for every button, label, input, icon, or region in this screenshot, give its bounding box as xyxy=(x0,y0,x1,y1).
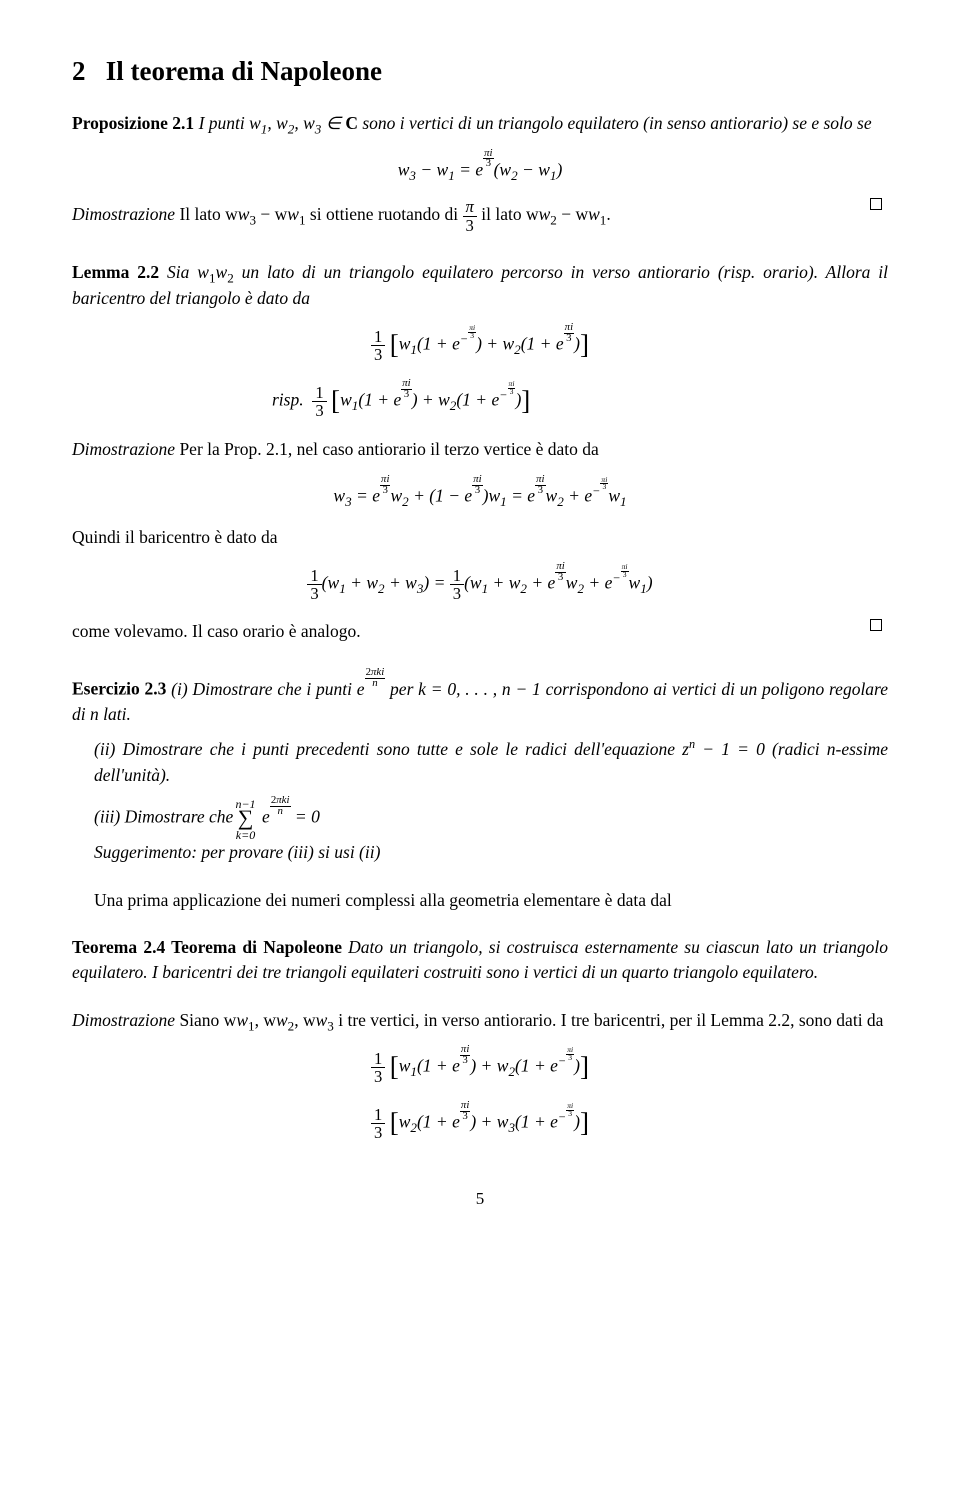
prop21-equation: w3 − w1 = eπi3(w2 − w1) xyxy=(72,151,888,183)
page-number: 5 xyxy=(72,1187,888,1212)
teorema24-proof: Dimostrazione Siano ww1, ww2, ww3 i tre … xyxy=(72,1008,888,1033)
qed-icon xyxy=(870,198,882,210)
section-heading: 2 Il teorema di Napoleone xyxy=(72,52,888,91)
esercizio-23-iii: (iii) Dimostrare che n−1∑k=0 e2πkin = 0 xyxy=(94,798,888,830)
prop-label: Proposizione 2.1 xyxy=(72,113,194,133)
section-number: 2 xyxy=(72,56,86,86)
lemma-label: Lemma 2.2 xyxy=(72,262,159,282)
proof-label: Dimostrazione xyxy=(72,204,175,224)
section-title: Il teorema di Napoleone xyxy=(106,56,382,86)
bridge-text: Una prima applicazione dei numeri comple… xyxy=(94,888,888,913)
prop21-proof: Dimostrazione Il lato ww3 − ww1 si ottie… xyxy=(72,198,888,234)
esercizio-23-ii: (ii) Dimostrare che i punti precedenti s… xyxy=(94,737,888,788)
esercizio-23-sugg: Suggerimento: per provare (iii) si usi (… xyxy=(94,840,888,865)
teorema-label: Teorema 2.4 Teorema di Napoleone xyxy=(72,937,342,957)
qed-icon xyxy=(870,619,882,631)
esercizio-label: Esercizio 2.3 xyxy=(72,679,166,699)
lemma22-expr1: 13 [w1(1 + e−πi3) + w2(1 + eπi3)] xyxy=(72,325,888,365)
lemma-22: Lemma 2.2 Sia w1w2 un lato di un triango… xyxy=(72,260,888,311)
teorema-24: Teorema 2.4 Teorema di Napoleone Dato un… xyxy=(72,935,888,986)
teorema24-bary2: 13 [w2(1 + eπi3) + w3(1 + e−πi3)] xyxy=(72,1103,888,1143)
lemma22-expr-risp: risp. 13 [w1(1 + eπi3) + w2(1 + e−πi3)] xyxy=(72,381,888,421)
esercizio-23: Esercizio 2.3 (i) Dimostrare che i punti… xyxy=(72,670,888,727)
teorema24-bary1: 13 [w1(1 + eπi3) + w2(1 + e−πi3)] xyxy=(72,1047,888,1087)
lemma22-w3: w3 = eπi3w2 + (1 − eπi3)w1 = eπi3w2 + e−… xyxy=(72,477,888,509)
lemma22-quindi: Quindi il baricentro è dato da xyxy=(72,525,888,550)
lemma22-proof: Dimostrazione Per la Prop. 2.1, nel caso… xyxy=(72,437,888,462)
lemma22-end: come volevamo. Il caso orario è analogo. xyxy=(72,619,888,644)
sum-symbol: n−1∑k=0 xyxy=(238,808,254,830)
lemma22-baricentro: 13(w1 + w2 + w3) = 13(w1 + w2 + eπi3w2 +… xyxy=(72,564,888,603)
proposition-21: Proposizione 2.1 I punti w1, w2, w3 ∈ C … xyxy=(72,111,888,136)
